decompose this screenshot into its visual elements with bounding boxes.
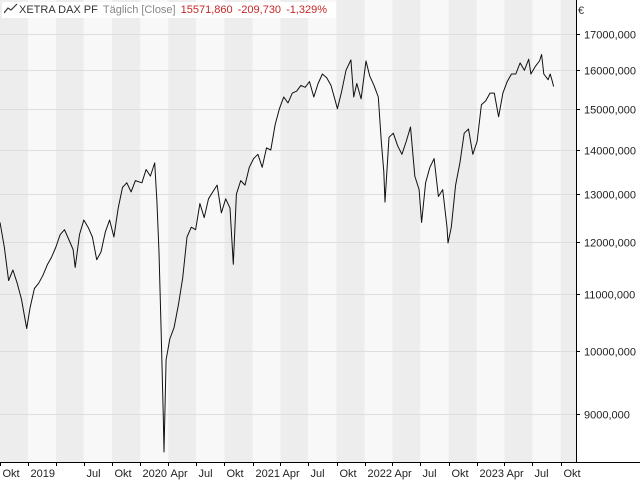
price-line — [0, 54, 555, 453]
x-tick-label: 2023 — [480, 468, 504, 480]
interval-label: Täglich [Close] — [102, 4, 176, 16]
quarter-band — [392, 0, 421, 462]
x-tick-label: Apr — [283, 468, 300, 480]
quarter-band — [364, 0, 393, 462]
x-tick-label: 2019 — [31, 468, 55, 480]
x-tick-label: 2022 — [368, 468, 392, 480]
x-tick-label: 2021 — [256, 468, 280, 480]
y-tick-label: 10000,000 — [584, 347, 636, 359]
quarter-band — [420, 0, 449, 462]
quarter-band — [476, 0, 505, 462]
x-tick-label: Okt — [115, 468, 132, 480]
quarter-band — [112, 0, 141, 462]
y-tick-label: 11000,000 — [584, 290, 635, 302]
x-tick-label: Jul — [87, 468, 101, 480]
last-value: 15571,860 — [180, 4, 233, 16]
quarter-band — [560, 0, 576, 462]
quarter-band — [0, 0, 29, 462]
quarter-band — [252, 0, 281, 462]
quarter-band — [196, 0, 225, 462]
change-percent: -1,329% — [286, 4, 328, 16]
quarter-band — [140, 0, 169, 462]
x-tick-label: Okt — [340, 468, 357, 480]
quarter-band — [168, 0, 197, 462]
quarter-band — [504, 0, 533, 462]
x-tick-label: 2020 — [143, 468, 167, 480]
y-tick-label: 13000,000 — [584, 190, 636, 202]
quarter-band — [532, 0, 561, 462]
x-tick-label: Jul — [311, 468, 325, 480]
quarter-band — [336, 0, 365, 462]
change-value: -209,730 — [237, 4, 282, 16]
x-tick-label: Apr — [171, 468, 188, 480]
y-tick-label: 17000,000 — [584, 30, 636, 42]
x-tick-label: Jul — [199, 468, 213, 480]
x-tick-label: Okt — [227, 468, 244, 480]
y-tick-label: 15000,000 — [584, 105, 636, 117]
quarter-band — [280, 0, 309, 462]
y-tick-label: 16000,000 — [584, 66, 636, 78]
x-tick-label: Jul — [535, 468, 549, 480]
y-tick-label: 12000,000 — [584, 238, 636, 250]
y-tick-label: 14000,000 — [584, 146, 636, 158]
line-chart-icon — [4, 3, 18, 14]
quarter-band — [83, 0, 113, 462]
quarter-band — [55, 0, 84, 462]
chart-legend: XETRA DAX PF Täglich [Close] 15571,860 -209… — [2, 2, 337, 18]
x-tick-label: Apr — [507, 468, 524, 480]
x-tick-label: Okt — [564, 468, 581, 480]
quarter-band — [224, 0, 253, 462]
y-tick-label: 9000,000 — [584, 410, 630, 422]
currency-label: € — [578, 5, 585, 17]
x-tick-label: Apr — [395, 468, 412, 480]
quarter-band — [28, 0, 56, 462]
x-tick-label: Okt — [3, 468, 20, 480]
x-tick-label: Jul — [423, 468, 437, 480]
quarter-band — [448, 0, 477, 462]
x-tick-label: Okt — [452, 468, 469, 480]
instrument-name: XETRA DAX PF — [19, 4, 98, 16]
quarter-band — [308, 0, 337, 462]
